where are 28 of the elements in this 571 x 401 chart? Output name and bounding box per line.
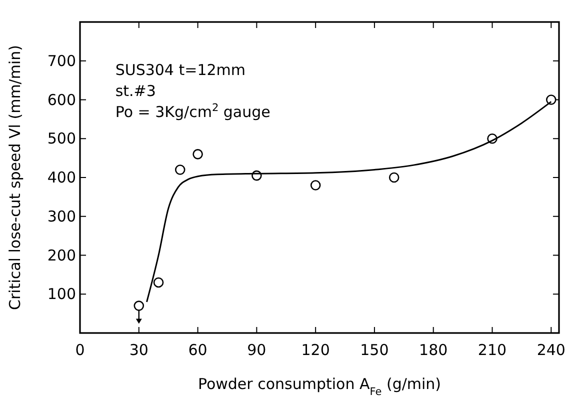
y-tick-label: 600 xyxy=(47,90,76,109)
x-tick-label: 120 xyxy=(301,341,330,359)
annotation: SUS304 t=12mm xyxy=(115,60,246,79)
x-tick-label: 90 xyxy=(247,341,266,359)
x-tick-label: 60 xyxy=(188,341,208,359)
y-tick-label: 500 xyxy=(47,130,76,148)
y-tick-label: 200 xyxy=(47,246,76,264)
point xyxy=(192,149,203,160)
annotation: Po = 3Kg/cm$^{2}$ gauge xyxy=(115,102,270,121)
point xyxy=(134,300,144,311)
x-tick-label: 180 xyxy=(419,341,448,359)
y-tick-label: 100 xyxy=(47,285,76,304)
x-tick-label: 240 xyxy=(536,341,566,359)
point xyxy=(174,164,186,175)
x-axis-title: Powder consumption A$_{Fe}$ (g/min) xyxy=(198,375,442,398)
point xyxy=(310,180,321,190)
annotation: st.#3 xyxy=(115,82,156,100)
point xyxy=(388,172,400,183)
x-tick-label: 30 xyxy=(129,341,148,359)
y-tick-label: 700 xyxy=(47,52,76,70)
y-tick-label: 400 xyxy=(47,168,76,186)
y-tick-label: 300 xyxy=(47,207,76,226)
point xyxy=(546,94,556,105)
y-axis-title: Critical lose-cut speed Vl (mm/min) xyxy=(6,45,24,310)
x-tick-label: 150 xyxy=(360,341,389,359)
point xyxy=(153,277,164,288)
x-tick-label: 210 xyxy=(478,341,507,359)
x-tick-label: 0 xyxy=(75,341,85,359)
